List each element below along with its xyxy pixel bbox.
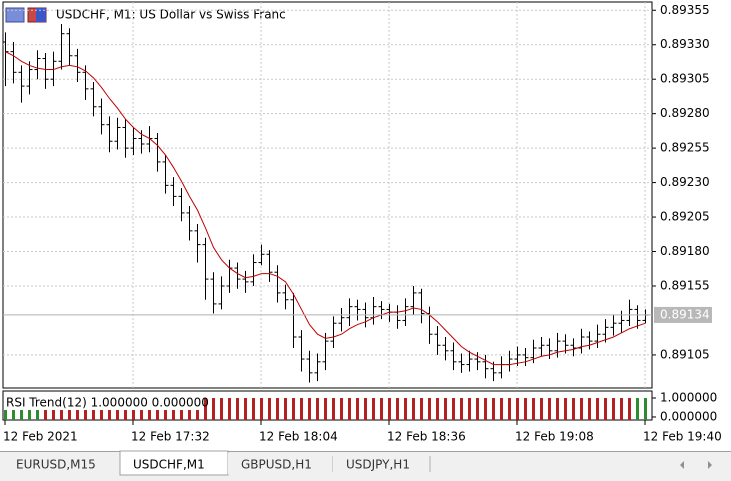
y-tick-label: 1.000000 <box>660 391 717 405</box>
y-tick-label: 0.89180 <box>660 244 710 258</box>
y-tick-label: 0.89280 <box>660 106 710 120</box>
moving-average <box>5 51 646 366</box>
trend-bar <box>604 398 607 420</box>
trend-bar <box>404 398 407 420</box>
trend-bar <box>236 398 239 420</box>
trend-bar <box>484 398 487 420</box>
trend-bar <box>596 398 599 420</box>
chart-title: USDCHF, M1: US Dollar vs Swiss Franc <box>56 8 286 22</box>
trend-bar <box>436 398 439 420</box>
trend-bar <box>644 398 647 420</box>
tab[interactable] <box>333 453 430 474</box>
trend-bar <box>284 398 287 420</box>
trend-bar <box>244 398 247 420</box>
trend-bar <box>412 398 415 420</box>
main-pane <box>2 1 653 389</box>
indicator-pane <box>2 390 653 421</box>
trend-bar <box>420 398 423 420</box>
trend-bar <box>516 398 519 420</box>
trend-bar <box>444 398 447 420</box>
tab-label[interactable]: USDCHF,M1 <box>133 458 205 472</box>
trend-bar <box>572 398 575 420</box>
trend-bar <box>372 398 375 420</box>
icon <box>36 8 46 22</box>
y-tick-label: 0.89105 <box>660 347 710 361</box>
trend-bar <box>612 398 615 420</box>
trend-bar <box>628 398 631 420</box>
trend-bar <box>220 398 223 420</box>
trend-bar <box>468 398 471 420</box>
trend-bar <box>324 398 327 420</box>
trend-bar <box>540 398 543 420</box>
trend-bar <box>564 398 567 420</box>
trend-bar <box>316 398 319 420</box>
trend-bar <box>620 398 623 420</box>
trend-bar <box>476 398 479 420</box>
tab-label[interactable]: EURUSD,M15 <box>16 458 96 472</box>
trend-bar <box>500 398 503 420</box>
trend-bar <box>588 398 591 420</box>
x-tick-label: 12 Feb 17:32 <box>131 430 210 444</box>
indicator-label: RSI Trend(12) 1.000000 0.000000 <box>6 396 209 410</box>
x-tick-label: 12 Feb 18:36 <box>387 430 466 444</box>
trend-bar <box>268 398 271 420</box>
trend-bar <box>340 398 343 420</box>
trend-bar <box>636 398 639 420</box>
tab[interactable] <box>228 453 333 474</box>
trend-bar <box>396 398 399 420</box>
trend-bar <box>524 398 527 420</box>
y-tick-label: 0.89230 <box>660 175 710 189</box>
tab-label[interactable]: GBPUSD,H1 <box>241 458 312 472</box>
scroll-left[interactable] <box>680 461 684 469</box>
y-tick-label: 0.89355 <box>660 3 710 17</box>
tab-label[interactable]: USDJPY,H1 <box>346 458 410 472</box>
trend-bar <box>364 398 367 420</box>
scroll-right[interactable] <box>708 461 712 469</box>
symbol-icons <box>5 7 47 23</box>
trend-bar <box>252 398 255 420</box>
trend-bar <box>308 398 311 420</box>
trend-bar <box>300 398 303 420</box>
trend-bar <box>276 398 279 420</box>
y-tick-label: 0.000000 <box>660 409 717 423</box>
trend-bar <box>548 398 551 420</box>
trend-bar <box>508 398 511 420</box>
y-tick-label: 0.89155 <box>660 278 710 292</box>
trend-bar <box>204 398 207 420</box>
trend-bar <box>212 398 215 420</box>
trend-bar <box>532 398 535 420</box>
y-tick-label: 0.89330 <box>660 37 710 51</box>
indicator-label-box <box>4 395 202 410</box>
trend-bar <box>292 398 295 420</box>
trend-bar <box>388 398 391 420</box>
trend-bar <box>492 398 495 420</box>
x-tick-label: 12 Feb 19:08 <box>515 430 594 444</box>
trend-bar <box>460 398 463 420</box>
trend-bar <box>580 398 583 420</box>
trend-bar <box>380 398 383 420</box>
x-tick-label: 12 Feb 18:04 <box>259 430 338 444</box>
tab[interactable] <box>3 453 120 474</box>
trend-bar <box>260 398 263 420</box>
trend-bar <box>332 398 335 420</box>
y-tick-label: 0.89305 <box>660 72 710 86</box>
trend-bar <box>556 398 559 420</box>
icon <box>5 7 25 23</box>
x-tick-label: 12 Feb 19:40 <box>643 430 722 444</box>
trend-bar <box>228 398 231 420</box>
trend-bar <box>348 398 351 420</box>
last-price-label: 0.89134 <box>660 307 710 321</box>
trend-bar <box>452 398 455 420</box>
x-tick-label: 12 Feb 2021 <box>3 430 78 444</box>
trend-bar <box>356 398 359 420</box>
y-tick-label: 0.89205 <box>660 210 710 224</box>
last-price-box <box>654 306 712 323</box>
y-tick-label: 0.89255 <box>660 141 710 155</box>
trend-bar <box>428 398 431 420</box>
